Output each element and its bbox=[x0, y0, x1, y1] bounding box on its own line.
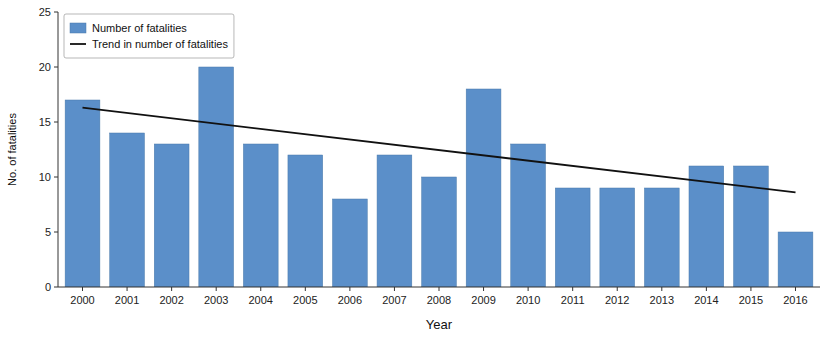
x-tick-label: 2006 bbox=[338, 294, 362, 306]
y-axis-label: No. of fatalities bbox=[6, 113, 18, 186]
bar bbox=[778, 232, 813, 287]
bar bbox=[288, 155, 323, 287]
y-tick bbox=[54, 232, 58, 233]
x-tick-label: 2011 bbox=[561, 294, 585, 306]
x-tick-label: 2001 bbox=[115, 294, 139, 306]
y-tick-label: 20 bbox=[39, 61, 51, 73]
bar bbox=[377, 155, 412, 287]
x-tick bbox=[82, 287, 83, 291]
bar bbox=[511, 144, 546, 287]
y-tick bbox=[54, 67, 58, 68]
x-tick-label: 2004 bbox=[249, 294, 273, 306]
x-tick-label: 2005 bbox=[293, 294, 317, 306]
y-tick bbox=[54, 177, 58, 178]
bar bbox=[422, 177, 457, 287]
y-tick bbox=[54, 12, 58, 13]
x-tick-label: 2007 bbox=[382, 294, 406, 306]
y-tick-label: 10 bbox=[39, 171, 51, 183]
x-tick-label: 2012 bbox=[605, 294, 629, 306]
x-tick bbox=[706, 287, 707, 291]
x-tick-label: 2013 bbox=[650, 294, 674, 306]
marks bbox=[65, 67, 813, 287]
x-tick bbox=[439, 287, 440, 291]
x-tick-label: 2014 bbox=[694, 294, 718, 306]
x-axis-label: Year bbox=[426, 317, 453, 332]
legend-frame bbox=[64, 14, 234, 58]
x-tick-label: 2002 bbox=[159, 294, 183, 306]
legend-label: Number of fatalities bbox=[92, 22, 187, 34]
bar bbox=[154, 144, 189, 287]
y-tick-label: 0 bbox=[45, 281, 51, 293]
x-tick bbox=[572, 287, 573, 291]
x-tick bbox=[617, 287, 618, 291]
legend-swatch bbox=[70, 43, 86, 45]
x-tick-label: 2010 bbox=[516, 294, 540, 306]
x-tick-label: 2000 bbox=[70, 294, 94, 306]
x-tick bbox=[260, 287, 261, 291]
x-tick-label: 2003 bbox=[204, 294, 228, 306]
y-tick-label: 25 bbox=[39, 6, 51, 18]
bar bbox=[734, 166, 769, 287]
trend-line bbox=[83, 108, 796, 193]
x-tick-label: 2008 bbox=[427, 294, 451, 306]
y-tick bbox=[54, 122, 58, 123]
y-tick-label: 15 bbox=[39, 116, 51, 128]
x-tick-label: 2015 bbox=[739, 294, 763, 306]
x-tick bbox=[305, 287, 306, 291]
x-tick bbox=[127, 287, 128, 291]
x-tick bbox=[349, 287, 350, 291]
x-tick bbox=[216, 287, 217, 291]
x-tick bbox=[528, 287, 529, 291]
legend-label: Trend in number of fatalities bbox=[92, 38, 228, 50]
y-tick-label: 5 bbox=[45, 226, 51, 238]
bar bbox=[332, 199, 367, 287]
x-tick bbox=[795, 287, 796, 291]
x-tick bbox=[483, 287, 484, 291]
bar bbox=[644, 188, 679, 287]
chart: 0 5 10 15 20 25 2000 2001 2002 2003 2004 2005 2006 20… bbox=[0, 0, 836, 339]
bar bbox=[110, 133, 145, 287]
x-tick bbox=[394, 287, 395, 291]
bar bbox=[199, 67, 234, 287]
x-tick bbox=[661, 287, 662, 291]
bar bbox=[600, 188, 635, 287]
bar bbox=[65, 100, 100, 287]
x-tick-label: 2009 bbox=[471, 294, 495, 306]
x-tick bbox=[171, 287, 172, 291]
y-tick bbox=[54, 287, 58, 288]
x-tick-label: 2016 bbox=[783, 294, 807, 306]
bar bbox=[555, 188, 590, 287]
bar bbox=[243, 144, 278, 287]
legend-swatch bbox=[70, 23, 86, 33]
legend: Number of fatalities Trend in number of f… bbox=[64, 14, 234, 58]
x-tick bbox=[750, 287, 751, 291]
y-axis-line bbox=[58, 12, 59, 287]
bar bbox=[466, 89, 501, 287]
